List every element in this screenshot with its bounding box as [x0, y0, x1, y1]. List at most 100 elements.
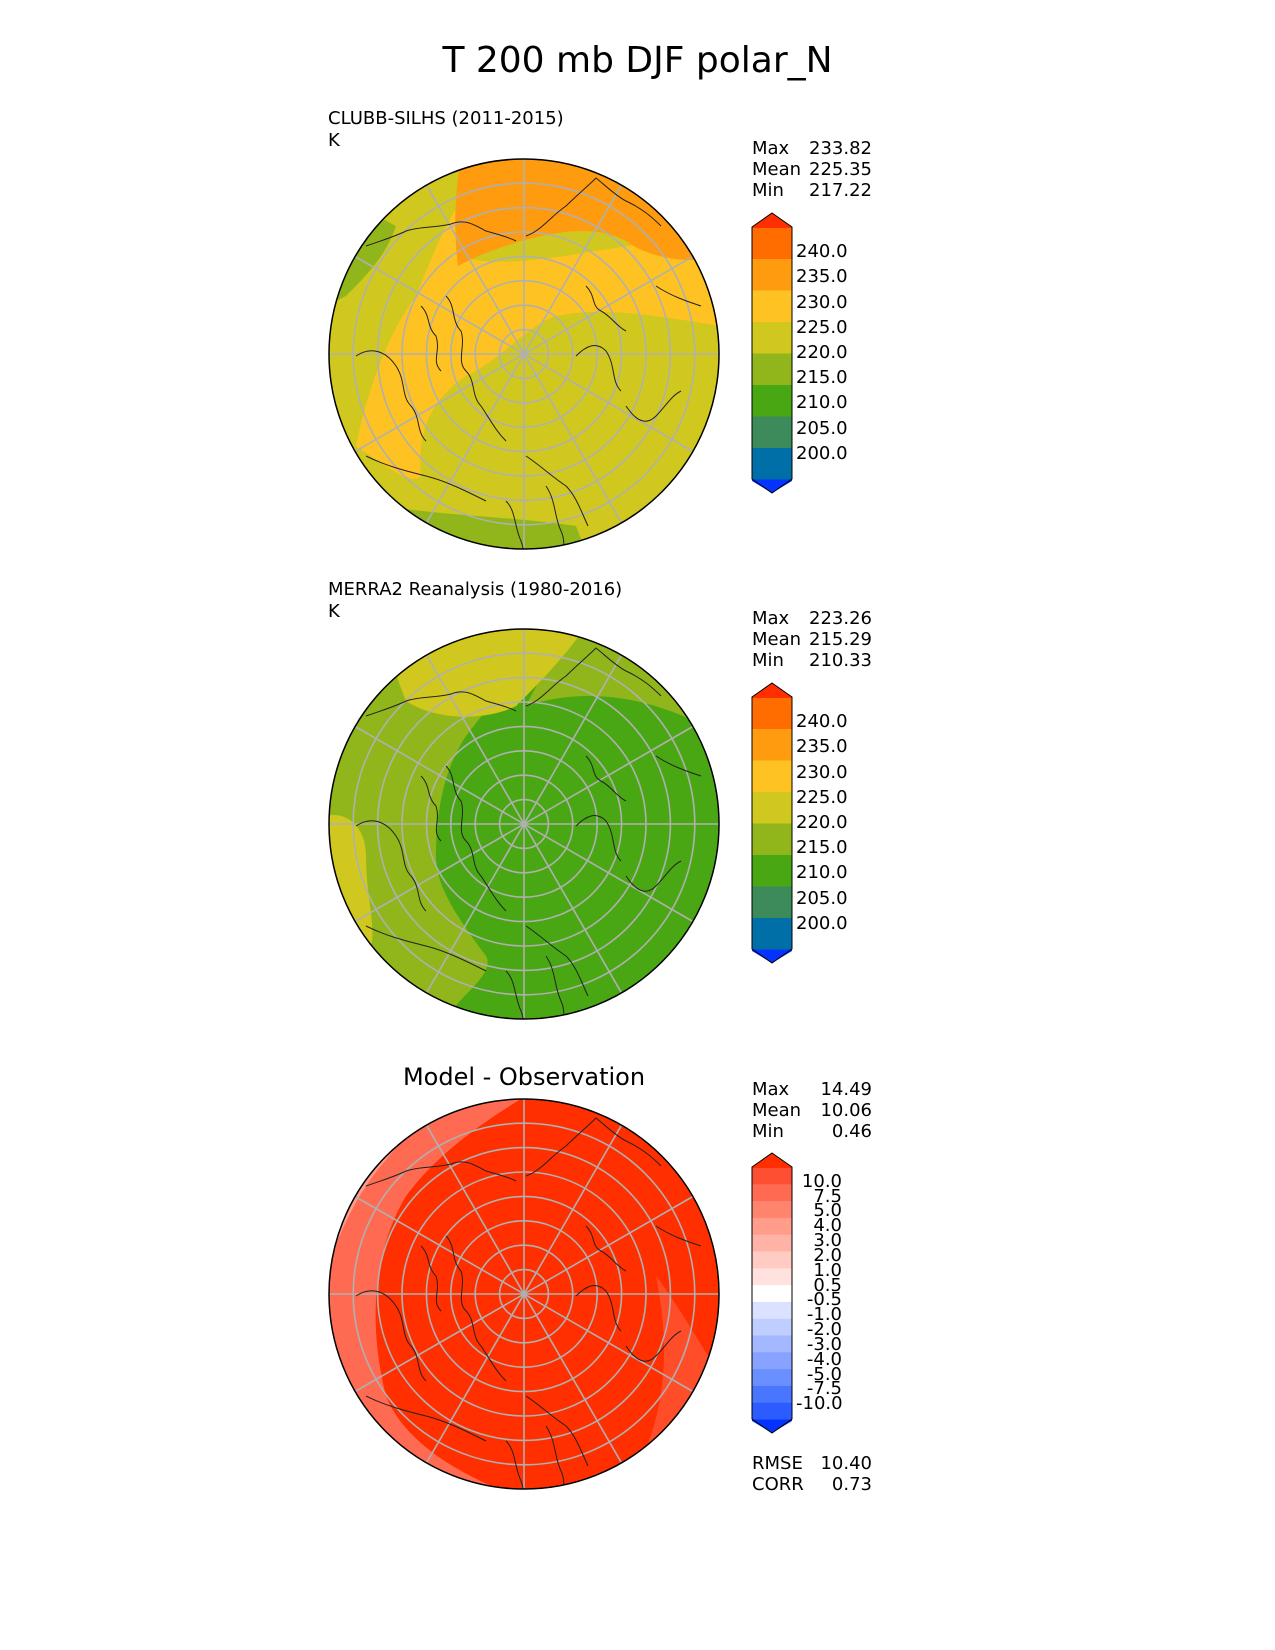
- colorbar-segment: [752, 728, 792, 761]
- colorbar-tick-label: 3.0: [813, 1230, 842, 1252]
- reference-min-label: Min: [752, 650, 784, 671]
- colorbar-segment: [752, 1284, 792, 1302]
- colorbar-under-extension: [752, 479, 792, 493]
- reference-map-boundary: [328, 628, 720, 1020]
- colorbar-segment: [752, 917, 792, 950]
- coastline: [505, 970, 527, 1019]
- colorbar-tick-label: 200.0: [796, 442, 848, 464]
- coastline: [365, 1395, 487, 1442]
- colorbar-segment: [752, 1183, 792, 1202]
- colorbar-segment: [752, 321, 792, 354]
- reference-coastlines: [355, 647, 702, 1019]
- colorbar-over-extension: [752, 213, 792, 228]
- test-panel-label: CLUBB-SILHS (2011-2015): [328, 108, 564, 129]
- difference-light-region: [329, 1099, 526, 1489]
- colorbar-segment: [752, 1335, 792, 1353]
- coastline: [575, 345, 622, 392]
- colorbar-tick-label: 210.0: [796, 392, 848, 414]
- colorbar-tick-label: 220.0: [796, 812, 848, 833]
- colorbar-segment: [752, 823, 792, 855]
- test-mean-label: Mean: [752, 159, 802, 180]
- coastline: [655, 285, 702, 307]
- rmse-label: RMSE: [752, 1453, 803, 1474]
- reference-panel-units: K: [328, 601, 340, 622]
- reference-min-value: 210.33: [809, 650, 872, 671]
- reference-max-value: 223.26: [809, 608, 872, 629]
- coastline: [355, 350, 427, 442]
- coastline: [420, 775, 442, 842]
- coastline: [655, 755, 702, 777]
- colorbar-under-extension: [752, 949, 792, 963]
- colorbar-segment: [752, 258, 792, 291]
- colorbar-segment: [752, 1351, 792, 1370]
- test-colorbar: [751, 212, 793, 494]
- colorbar-tick-label: -4.0: [806, 1348, 842, 1370]
- difference-graticule: [329, 1099, 719, 1489]
- difference-min-value: 0.46: [831, 1121, 872, 1142]
- difference-map-boundary: [328, 1098, 720, 1490]
- colorbar-tick-label: -10.0: [796, 1393, 843, 1415]
- reference-max-label: Max: [752, 608, 790, 629]
- colorbar-tick-label: 210.0: [796, 862, 848, 884]
- colorbar-tick-label: -0.5: [806, 1289, 842, 1311]
- reference-polar-map: [328, 628, 720, 1020]
- colorbar-tick-label: 10.0: [801, 1170, 842, 1192]
- colorbar-segment: [752, 227, 792, 259]
- colorbar-segment: [752, 1217, 792, 1235]
- coastline: [655, 1225, 702, 1247]
- colorbar-tick-label: 215.0: [796, 837, 848, 859]
- reference-light-green-region: [329, 629, 556, 1019]
- colorbar-segment: [752, 760, 792, 792]
- coastline: [525, 177, 662, 237]
- coastline: [445, 295, 507, 442]
- test-max-value: 233.82: [809, 138, 872, 159]
- colorbar-segment: [752, 854, 792, 887]
- difference-mean-label: Mean: [752, 1100, 802, 1121]
- test-graticule: [329, 159, 719, 549]
- colorbar-tick-label: 5.0: [813, 1200, 842, 1222]
- test-min-label: Min: [752, 180, 784, 201]
- coastline: [625, 390, 682, 422]
- colorbar-outline: [751, 682, 793, 964]
- meridian-line: [350, 723, 698, 925]
- coastline: [575, 1285, 622, 1332]
- colorbar-segment: [752, 1200, 792, 1218]
- colorbar-tick-label: 4.0: [813, 1215, 842, 1237]
- reference-panel-label: MERRA2 Reanalysis (1980-2016): [328, 579, 623, 600]
- colorbar-outline: [751, 1152, 793, 1434]
- colorbar-segment: [752, 1318, 792, 1336]
- colorbar-segment: [752, 1251, 792, 1269]
- coastline: [445, 765, 507, 912]
- difference-max-value: 14.49: [820, 1079, 872, 1100]
- colorbar-tick-label: 230.0: [796, 761, 848, 783]
- colorbar-tick-label: 235.0: [796, 736, 848, 758]
- reference-colorbar: [751, 682, 793, 964]
- colorbar-segment: [752, 697, 792, 729]
- coastline: [505, 1440, 527, 1489]
- coastline: [365, 925, 487, 972]
- coastline: [525, 455, 589, 527]
- colorbar-segment: [752, 1402, 792, 1420]
- test-panel-units: K: [328, 130, 340, 151]
- difference-panel-title: Model - Observation: [402, 1063, 646, 1091]
- test-map-boundary: [328, 158, 720, 550]
- coastline: [525, 647, 662, 707]
- reference-mean-value: 215.29: [809, 629, 872, 650]
- colorbar-under-extension: [752, 1419, 792, 1433]
- reference-graticule: [329, 629, 719, 1019]
- coastline: [525, 1395, 589, 1467]
- test-max-label: Max: [752, 138, 790, 159]
- colorbar-tick-label: 225.0: [796, 316, 848, 338]
- colorbar-tick-label: 205.0: [796, 417, 848, 439]
- colorbar-tick-label: 205.0: [796, 887, 848, 909]
- colorbar-segment: [752, 290, 792, 322]
- test-min-value: 217.22: [809, 180, 872, 201]
- colorbar-segment: [752, 1234, 792, 1252]
- colorbar-outline: [751, 212, 793, 494]
- colorbar-tick-label: 235.0: [796, 266, 848, 288]
- colorbar-tick-label: -2.0: [806, 1319, 842, 1341]
- colorbar-tick-label: 240.0: [796, 241, 848, 263]
- difference-colorbar: [751, 1152, 793, 1434]
- coastline: [585, 1225, 627, 1272]
- page-title: T 200 mb DJF polar_N: [442, 40, 833, 81]
